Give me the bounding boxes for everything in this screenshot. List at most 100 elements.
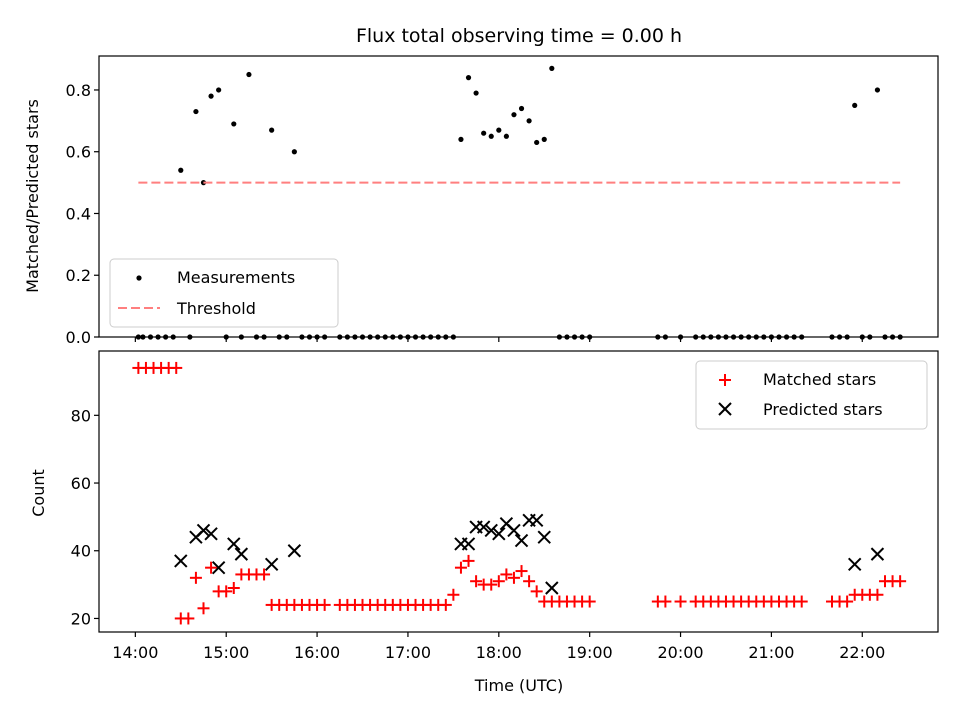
x-tick-label: 19:00 [567, 643, 613, 662]
matched-star-point [318, 598, 331, 611]
matched-star-point [182, 612, 195, 625]
matched-star-point [515, 565, 528, 578]
bottom-legend-box [695, 360, 928, 430]
bottom-marks [132, 361, 907, 625]
measurement-point [178, 167, 184, 173]
predicted-star-point [234, 547, 249, 561]
measurement-point [208, 93, 214, 99]
measurement-point [549, 65, 555, 71]
measurement-point [481, 130, 487, 136]
measurement-point [291, 149, 297, 155]
top-legend: Measurements Threshold [109, 258, 339, 328]
matched-star-point [170, 361, 183, 374]
measurement-point [473, 90, 479, 96]
predicted-star-point [507, 523, 521, 538]
matched-star-point [220, 585, 233, 598]
matched-star-point [485, 578, 498, 591]
predicted-star-point [461, 537, 476, 551]
matched-star-point [197, 602, 210, 615]
x-tick-label: 16:00 [294, 643, 340, 662]
measurement-point [246, 71, 252, 78]
matched-star-point [841, 595, 854, 608]
measurement-point [231, 121, 237, 127]
bottom-x-axis-label: Time (UTC) [474, 676, 563, 695]
x-tick-label: 17:00 [385, 643, 431, 662]
matched-star-point [795, 595, 808, 608]
top-y-ticks: 0.0 0.2 0.4 0.6 0.8 [66, 81, 99, 347]
bottom-x-ticks: 14:00 15:00 16:00 17:00 18:00 19:00 20:00 21:00… [112, 632, 885, 662]
matched-star-point [447, 588, 460, 601]
top-y-axis-label: Matched/Predicted stars [23, 99, 42, 293]
x-tick-label: 15:00 [203, 643, 249, 662]
x-tick-label: 21:00 [748, 643, 794, 662]
measurement-point [269, 127, 275, 133]
measurement-point [216, 87, 222, 93]
matched-star-point [530, 585, 543, 598]
top-marks [135, 65, 903, 340]
top-y-tick-label: 0.2 [66, 266, 91, 285]
predicted-star-point [537, 530, 551, 544]
matched-star-point [258, 568, 271, 581]
legend-matched-marker [719, 374, 731, 386]
measurement-point [534, 139, 540, 146]
measurement-point [488, 133, 494, 139]
matched-star-point [454, 561, 467, 574]
matched-star-point [500, 568, 513, 581]
predicted-star-point [514, 533, 529, 548]
bottom-y-tick-label: 60 [71, 474, 91, 493]
measurement-point [458, 136, 464, 142]
top-y-tick-label: 0.8 [66, 81, 91, 100]
matched-star-point [492, 575, 505, 588]
measurement-point [518, 105, 525, 112]
matched-star-point [894, 575, 907, 588]
top-legend-box [109, 258, 339, 328]
matched-star-point [523, 575, 536, 588]
predicted-star-point [287, 544, 302, 558]
x-tick-label: 18:00 [476, 643, 522, 662]
legend-predicted-label: Predicted stars [763, 400, 883, 419]
measurement-point [193, 108, 199, 115]
matched-star-point [462, 554, 475, 567]
predicted-star-point [211, 560, 226, 575]
predicted-star-point [847, 557, 862, 571]
predicted-star-point [196, 523, 211, 538]
measurement-point [526, 118, 532, 124]
top-y-tick-label: 0.4 [66, 204, 91, 223]
measurement-point [511, 112, 517, 118]
bottom-y-tick-label: 80 [71, 406, 91, 425]
predicted-star-point [264, 557, 279, 571]
x-tick-label: 14:00 [112, 643, 158, 662]
measurement-point [465, 75, 472, 81]
predicted-star-point [476, 520, 491, 534]
legend-matched-label: Matched stars [763, 370, 876, 389]
measurement-point [503, 133, 509, 139]
legend-threshold-label: Threshold [176, 299, 256, 318]
predicted-star-point [529, 513, 544, 527]
predicted-star-point [545, 581, 559, 595]
top-x-ticks [134, 337, 863, 342]
measurement-point [541, 136, 547, 142]
legend-measurements-label: Measurements [177, 268, 295, 287]
matched-star-point [871, 588, 884, 601]
matched-star-point [439, 598, 452, 611]
star-count-panel: Count Time (UTC) 20 40 60 80 14:00 15:00 16:0… [29, 350, 939, 695]
predicted-star-point [484, 523, 498, 538]
matched-star-point [659, 595, 672, 608]
predicted-star-point [174, 554, 188, 568]
predicted-star-point [870, 547, 885, 561]
predicted-star-point [227, 537, 241, 551]
bottom-plot-frame [98, 350, 939, 633]
x-tick-label: 20:00 [657, 643, 703, 662]
flux-ratio-panel: Flux total observing time = 0.00 h Match… [23, 25, 939, 347]
legend-measurements-marker [136, 275, 142, 281]
top-plot-frame [98, 55, 939, 338]
matched-star-point [583, 595, 596, 608]
matched-star-point [507, 571, 520, 584]
matched-star-point [205, 561, 218, 574]
bottom-legend: Matched stars Predicted stars [695, 360, 928, 430]
bottom-y-ticks: 20 40 60 80 [71, 406, 99, 628]
matched-star-point [470, 575, 483, 588]
x-tick-label: 22:00 [839, 643, 885, 662]
top-y-tick-label: 0.0 [66, 328, 91, 347]
